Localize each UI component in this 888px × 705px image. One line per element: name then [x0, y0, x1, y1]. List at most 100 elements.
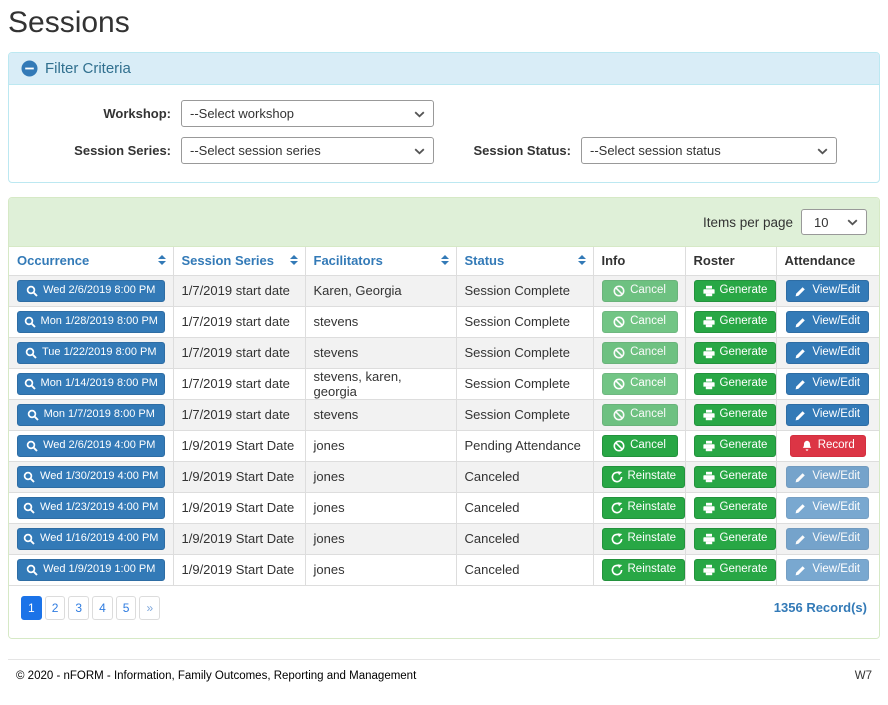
status-cell: Session Complete: [456, 275, 594, 307]
workshop-label: Workshop:: [103, 106, 171, 121]
printer-icon: [702, 409, 715, 421]
pagination-page-button[interactable]: 3: [68, 595, 90, 620]
column-header-attendance: Attendance: [776, 247, 879, 276]
cancel-button[interactable]: Cancel: [601, 341, 678, 364]
table-row: Wed 2/6/2019 8:00 PM 1/7/2019 start date K…: [9, 275, 879, 307]
cancel-button[interactable]: Cancel: [601, 279, 678, 302]
generate-button[interactable]: Generate: [693, 527, 777, 550]
minus-circle-icon[interactable]: [21, 60, 38, 77]
generate-button[interactable]: Generate: [693, 341, 777, 364]
facilitators-cell: stevens: [305, 399, 457, 431]
session-status-select[interactable]: --Select session status: [581, 137, 837, 164]
cancel-button[interactable]: Cancel: [601, 434, 678, 457]
facilitators-cell: Karen, Georgia: [305, 275, 457, 307]
session-series-cell: 1/9/2019 Start Date: [173, 554, 306, 586]
search-icon: [26, 285, 38, 297]
chevron-down-icon: [414, 148, 425, 155]
generate-button[interactable]: Generate: [693, 403, 777, 426]
pencil-icon: [795, 409, 807, 421]
table-row: Wed 1/16/2019 4:00 PM 1/9/2019 Start Date…: [9, 523, 879, 555]
occurrence-button[interactable]: Mon 1/28/2019 8:00 PM: [17, 310, 165, 333]
pagination-page-button[interactable]: 2: [44, 595, 66, 620]
table-row: Wed 1/9/2019 1:00 PM 1/9/2019 Start Date j…: [9, 554, 879, 586]
undo-icon: [611, 501, 623, 514]
status-cell: Session Complete: [456, 399, 594, 431]
generate-button[interactable]: Generate: [693, 496, 777, 519]
ban-icon: [613, 347, 625, 359]
pagination: 1 2 3 4 5»: [21, 595, 163, 620]
pencil-icon: [795, 347, 807, 359]
view-edit-button[interactable]: View/Edit: [786, 310, 870, 333]
column-header-status[interactable]: Status: [456, 247, 594, 276]
occurrence-button[interactable]: Mon 1/7/2019 8:00 PM: [17, 403, 165, 426]
pencil-icon: [795, 564, 807, 576]
table-row: Mon 1/14/2019 8:00 PM 1/7/2019 start date…: [9, 368, 879, 400]
session-series-label: Session Series:: [74, 143, 171, 158]
reinstate-button[interactable]: Reinstate: [601, 465, 686, 488]
chevron-down-icon: [847, 219, 858, 226]
view-edit-button[interactable]: View/Edit: [786, 403, 870, 426]
occurrence-button[interactable]: Wed 2/6/2019 8:00 PM: [17, 279, 165, 302]
facilitators-cell: jones: [305, 461, 457, 493]
generate-button[interactable]: Generate: [693, 434, 777, 457]
column-header-session-series[interactable]: Session Series: [173, 247, 306, 276]
pagination-page-button[interactable]: 5: [115, 595, 137, 620]
environment-label: W7: [854, 669, 872, 682]
column-header-occurrence[interactable]: Occurrence: [9, 247, 174, 276]
session-status-label: Session Status:: [473, 143, 571, 158]
table-row: Wed 2/6/2019 4:00 PM 1/9/2019 Start Date j…: [9, 430, 879, 462]
occurrence-button[interactable]: Wed 1/30/2019 4:00 PM: [17, 465, 165, 488]
generate-button[interactable]: Generate: [693, 310, 777, 333]
table-body: Wed 2/6/2019 8:00 PM 1/7/2019 start date K…: [9, 275, 879, 586]
bell-icon: [801, 440, 813, 452]
undo-icon: [611, 532, 623, 545]
column-header-roster: Roster: [685, 247, 777, 276]
cancel-button[interactable]: Cancel: [601, 403, 678, 426]
occurrence-button[interactable]: Wed 2/6/2019 4:00 PM: [17, 434, 165, 457]
view-edit-button[interactable]: View/Edit: [786, 496, 870, 519]
pagination-page-button[interactable]: 1: [21, 595, 42, 620]
table-row: Wed 1/23/2019 4:00 PM 1/9/2019 Start Date…: [9, 492, 879, 524]
session-series-cell: 1/9/2019 Start Date: [173, 461, 306, 493]
pagination-page-button[interactable]: 4: [92, 595, 113, 620]
occurrence-button[interactable]: Tue 1/22/2019 8:00 PM: [17, 341, 165, 364]
view-edit-button[interactable]: View/Edit: [786, 527, 870, 550]
view-edit-button[interactable]: View/Edit: [786, 341, 870, 364]
record-button[interactable]: Record: [789, 434, 866, 457]
ban-icon: [613, 285, 625, 297]
site-footer: © 2020 - nFORM - Information, Family Out…: [8, 658, 880, 682]
view-edit-button[interactable]: View/Edit: [786, 558, 870, 581]
generate-button[interactable]: Generate: [693, 372, 777, 395]
occurrence-button[interactable]: Wed 1/16/2019 4:00 PM: [17, 527, 165, 550]
generate-button[interactable]: Generate: [693, 558, 777, 581]
view-edit-button[interactable]: View/Edit: [786, 372, 870, 395]
reinstate-button[interactable]: Reinstate: [601, 558, 686, 581]
occurrence-button[interactable]: Mon 1/14/2019 8:00 PM: [17, 372, 165, 395]
status-cell: Session Complete: [456, 368, 594, 400]
cancel-button[interactable]: Cancel: [601, 310, 678, 333]
view-edit-button[interactable]: View/Edit: [786, 279, 870, 302]
items-per-page-label: Items per page: [702, 214, 793, 230]
reinstate-button[interactable]: Reinstate: [601, 527, 686, 550]
pencil-icon: [795, 471, 807, 483]
filter-panel: Filter Criteria Workshop: --Select works…: [8, 52, 880, 183]
reinstate-button[interactable]: Reinstate: [601, 496, 686, 519]
cancel-button[interactable]: Cancel: [601, 372, 678, 395]
pagination-next-button[interactable]: »: [139, 595, 161, 620]
table-row: Tue 1/22/2019 8:00 PM 1/7/2019 start date…: [9, 337, 879, 369]
undo-icon: [611, 563, 623, 576]
occurrence-button[interactable]: Wed 1/23/2019 4:00 PM: [17, 496, 165, 519]
session-series-select[interactable]: --Select session series: [181, 137, 434, 164]
workshop-select[interactable]: --Select workshop: [181, 100, 434, 127]
occurrence-button[interactable]: Wed 1/9/2019 1:00 PM: [17, 558, 165, 581]
status-cell: Session Complete: [456, 306, 594, 338]
view-edit-button[interactable]: View/Edit: [786, 465, 870, 488]
generate-button[interactable]: Generate: [693, 465, 777, 488]
generate-button[interactable]: Generate: [693, 279, 777, 302]
items-per-page-select[interactable]: 10: [801, 209, 867, 235]
table-footer: 1 2 3 4 5» 1356 Record(s): [9, 585, 879, 638]
column-header-facilitators[interactable]: Facilitators: [305, 247, 457, 276]
filter-panel-header[interactable]: Filter Criteria: [9, 53, 879, 85]
sort-icon: [157, 255, 166, 265]
table-row: Mon 1/28/2019 8:00 PM 1/7/2019 start date…: [9, 306, 879, 338]
